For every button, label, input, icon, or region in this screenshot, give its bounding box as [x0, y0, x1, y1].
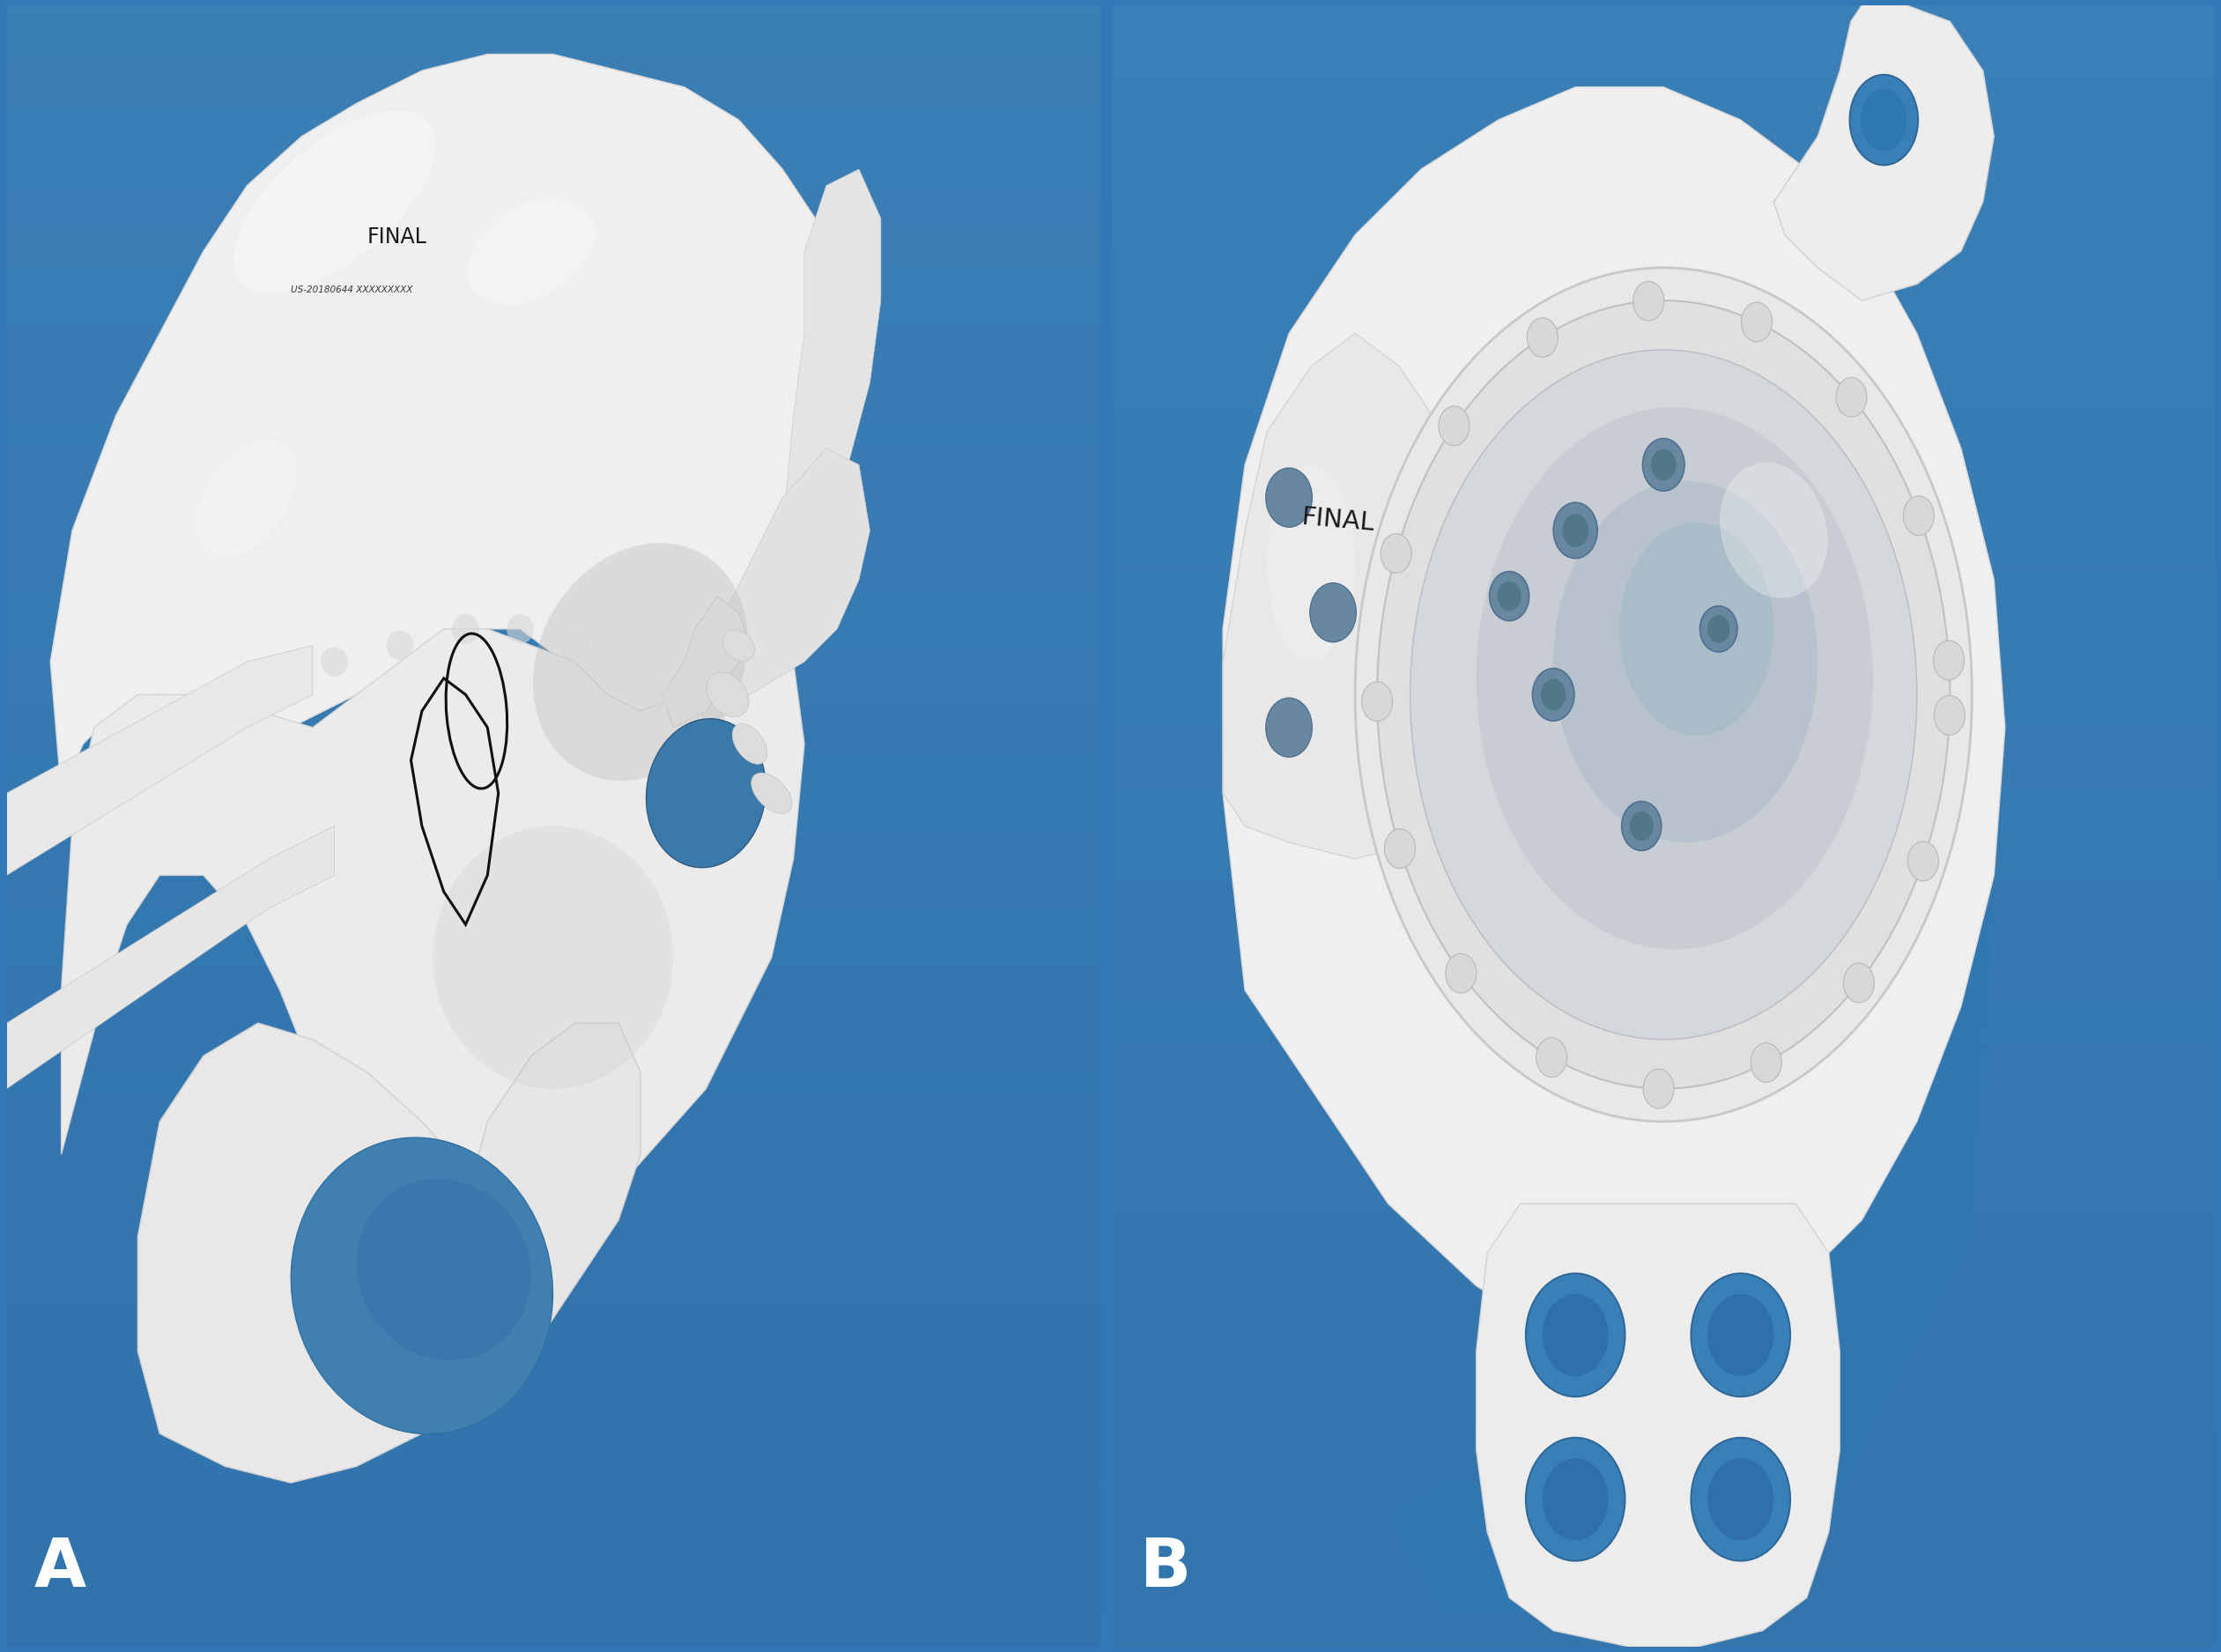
Ellipse shape [1650, 449, 1677, 481]
Ellipse shape [233, 111, 435, 294]
Ellipse shape [1497, 582, 1521, 611]
Ellipse shape [320, 648, 349, 677]
Ellipse shape [358, 1178, 531, 1360]
Ellipse shape [1528, 317, 1557, 357]
Ellipse shape [1377, 301, 1950, 1089]
Ellipse shape [1541, 1294, 1608, 1376]
Ellipse shape [751, 773, 793, 813]
Ellipse shape [1439, 406, 1470, 446]
Ellipse shape [1644, 438, 1684, 491]
Ellipse shape [291, 1138, 553, 1434]
Ellipse shape [1526, 1274, 1626, 1396]
Ellipse shape [722, 629, 755, 661]
Text: B: B [1139, 1536, 1193, 1601]
Ellipse shape [1541, 1459, 1608, 1540]
Polygon shape [62, 613, 804, 1236]
Ellipse shape [1619, 522, 1775, 735]
Ellipse shape [1541, 679, 1566, 710]
Ellipse shape [1621, 801, 1661, 851]
Ellipse shape [1719, 463, 1828, 598]
Ellipse shape [1690, 1437, 1790, 1561]
Ellipse shape [1446, 953, 1477, 993]
Ellipse shape [1644, 1069, 1675, 1108]
Ellipse shape [1266, 697, 1313, 757]
Ellipse shape [1381, 534, 1413, 573]
Ellipse shape [1699, 606, 1737, 653]
Ellipse shape [1361, 682, 1393, 722]
Ellipse shape [1837, 378, 1868, 416]
Ellipse shape [433, 826, 673, 1089]
Text: FINAL: FINAL [1299, 506, 1375, 535]
Ellipse shape [1708, 1459, 1775, 1540]
Polygon shape [0, 646, 313, 876]
Text: US-20180644 XXXXXXXXX: US-20180644 XXXXXXXXX [291, 286, 413, 294]
Polygon shape [0, 826, 335, 1089]
Polygon shape [51, 55, 860, 793]
Ellipse shape [562, 631, 589, 661]
Ellipse shape [386, 631, 413, 661]
Ellipse shape [733, 724, 766, 765]
Ellipse shape [1477, 408, 1872, 950]
Ellipse shape [1552, 481, 1817, 843]
Ellipse shape [1850, 74, 1919, 165]
Ellipse shape [1266, 468, 1313, 527]
Ellipse shape [451, 615, 480, 644]
Polygon shape [466, 1023, 640, 1368]
Ellipse shape [1526, 1437, 1626, 1561]
Ellipse shape [649, 681, 675, 709]
Ellipse shape [1861, 89, 1908, 150]
Ellipse shape [646, 719, 766, 867]
Polygon shape [138, 1023, 486, 1483]
Ellipse shape [533, 544, 748, 781]
Ellipse shape [706, 672, 748, 717]
Ellipse shape [604, 664, 633, 692]
Ellipse shape [1532, 669, 1575, 720]
Ellipse shape [1490, 572, 1528, 621]
Ellipse shape [1310, 583, 1357, 643]
Ellipse shape [1561, 514, 1588, 547]
Ellipse shape [1843, 963, 1875, 1003]
Polygon shape [771, 169, 882, 613]
Ellipse shape [1741, 302, 1772, 342]
Ellipse shape [1934, 641, 1963, 681]
Polygon shape [1388, 909, 1994, 1614]
Ellipse shape [1537, 1037, 1568, 1077]
Ellipse shape [1690, 1274, 1790, 1396]
Ellipse shape [1266, 464, 1355, 662]
Ellipse shape [1908, 841, 1939, 881]
Polygon shape [1775, 5, 1994, 301]
Ellipse shape [198, 438, 298, 557]
Ellipse shape [1384, 829, 1415, 869]
Polygon shape [662, 596, 751, 727]
Ellipse shape [1410, 350, 1917, 1039]
Ellipse shape [1708, 615, 1730, 643]
Text: A: A [33, 1536, 87, 1601]
Polygon shape [1224, 334, 1510, 859]
Ellipse shape [466, 197, 595, 306]
Polygon shape [1477, 1204, 1839, 1647]
Ellipse shape [1750, 1042, 1781, 1082]
Ellipse shape [1903, 496, 1934, 535]
Ellipse shape [1934, 695, 1966, 735]
Ellipse shape [1552, 502, 1597, 558]
Polygon shape [1224, 88, 2006, 1351]
Ellipse shape [1632, 281, 1664, 320]
Polygon shape [695, 448, 871, 727]
Ellipse shape [506, 615, 533, 644]
Ellipse shape [1708, 1294, 1775, 1376]
Ellipse shape [1355, 268, 1972, 1122]
Ellipse shape [1630, 811, 1652, 841]
Text: FINAL: FINAL [366, 226, 426, 248]
